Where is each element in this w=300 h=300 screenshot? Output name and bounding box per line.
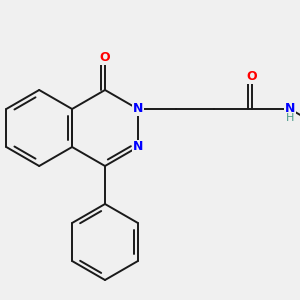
Text: N: N <box>133 103 143 116</box>
Text: H: H <box>286 113 294 123</box>
Text: O: O <box>247 70 257 83</box>
Text: N: N <box>133 140 143 154</box>
Text: O: O <box>100 51 110 64</box>
Text: N: N <box>285 103 295 116</box>
